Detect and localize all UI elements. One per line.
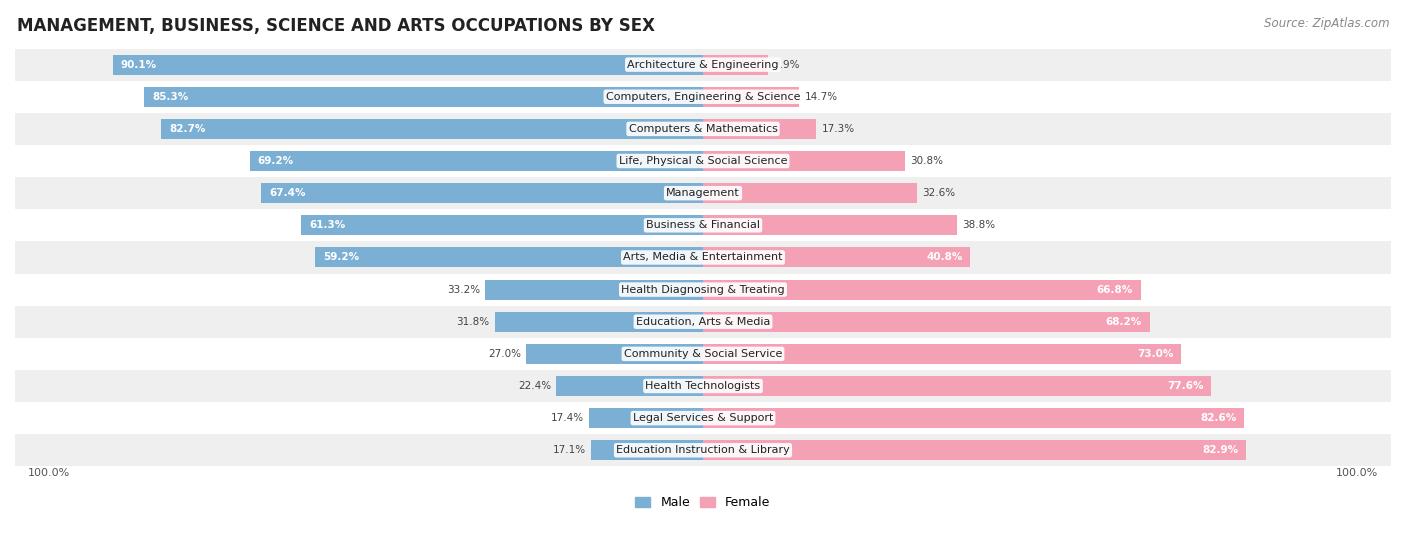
- Text: 17.4%: 17.4%: [551, 413, 583, 423]
- Legend: Male, Female: Male, Female: [630, 491, 776, 514]
- Text: 30.8%: 30.8%: [910, 156, 943, 166]
- Text: 27.0%: 27.0%: [488, 349, 520, 359]
- Bar: [703, 376, 1212, 396]
- Bar: [591, 440, 703, 460]
- Text: 73.0%: 73.0%: [1137, 349, 1174, 359]
- Text: 33.2%: 33.2%: [447, 285, 481, 295]
- Bar: [15, 113, 1391, 145]
- Bar: [526, 344, 703, 364]
- Text: Management: Management: [666, 188, 740, 198]
- Bar: [162, 119, 703, 139]
- Text: Health Diagnosing & Treating: Health Diagnosing & Treating: [621, 285, 785, 295]
- Text: 82.7%: 82.7%: [169, 124, 205, 134]
- Text: 9.9%: 9.9%: [773, 60, 800, 70]
- Text: 82.9%: 82.9%: [1202, 446, 1239, 455]
- Bar: [703, 183, 917, 203]
- Bar: [301, 215, 703, 235]
- Bar: [703, 280, 1140, 300]
- Text: Business & Financial: Business & Financial: [645, 220, 761, 230]
- Bar: [15, 241, 1391, 273]
- Text: 68.2%: 68.2%: [1105, 317, 1142, 326]
- Text: 69.2%: 69.2%: [257, 156, 294, 166]
- Bar: [703, 312, 1150, 331]
- Text: Source: ZipAtlas.com: Source: ZipAtlas.com: [1264, 17, 1389, 30]
- Bar: [15, 402, 1391, 434]
- Bar: [703, 151, 905, 171]
- Bar: [315, 248, 703, 267]
- Text: MANAGEMENT, BUSINESS, SCIENCE AND ARTS OCCUPATIONS BY SEX: MANAGEMENT, BUSINESS, SCIENCE AND ARTS O…: [17, 17, 655, 35]
- Bar: [15, 434, 1391, 466]
- Text: Architecture & Engineering: Architecture & Engineering: [627, 60, 779, 70]
- Bar: [703, 215, 957, 235]
- Text: Legal Services & Support: Legal Services & Support: [633, 413, 773, 423]
- Text: 67.4%: 67.4%: [269, 188, 305, 198]
- Bar: [15, 145, 1391, 177]
- Bar: [703, 55, 768, 74]
- Bar: [15, 273, 1391, 306]
- Bar: [112, 55, 703, 74]
- Text: Education, Arts & Media: Education, Arts & Media: [636, 317, 770, 326]
- Text: Health Technologists: Health Technologists: [645, 381, 761, 391]
- Text: 17.3%: 17.3%: [821, 124, 855, 134]
- Bar: [15, 209, 1391, 241]
- Text: Community & Social Service: Community & Social Service: [624, 349, 782, 359]
- Bar: [15, 177, 1391, 209]
- Bar: [703, 408, 1244, 428]
- Text: 32.6%: 32.6%: [922, 188, 955, 198]
- Bar: [143, 87, 703, 107]
- Text: Computers, Engineering & Science: Computers, Engineering & Science: [606, 92, 800, 102]
- Text: 82.6%: 82.6%: [1201, 413, 1236, 423]
- Bar: [703, 119, 817, 139]
- Text: 100.0%: 100.0%: [1336, 468, 1378, 478]
- Text: Life, Physical & Social Science: Life, Physical & Social Science: [619, 156, 787, 166]
- Text: 59.2%: 59.2%: [323, 253, 359, 262]
- Bar: [15, 80, 1391, 113]
- Bar: [250, 151, 703, 171]
- Text: Arts, Media & Entertainment: Arts, Media & Entertainment: [623, 253, 783, 262]
- Text: Computers & Mathematics: Computers & Mathematics: [628, 124, 778, 134]
- Text: 31.8%: 31.8%: [457, 317, 489, 326]
- Bar: [15, 306, 1391, 338]
- Bar: [703, 440, 1246, 460]
- Text: 100.0%: 100.0%: [28, 468, 70, 478]
- Text: 77.6%: 77.6%: [1167, 381, 1204, 391]
- Bar: [703, 87, 800, 107]
- Text: 66.8%: 66.8%: [1097, 285, 1133, 295]
- Text: 40.8%: 40.8%: [927, 253, 963, 262]
- Bar: [495, 312, 703, 331]
- Bar: [262, 183, 703, 203]
- Bar: [15, 370, 1391, 402]
- Text: 22.4%: 22.4%: [517, 381, 551, 391]
- Text: 38.8%: 38.8%: [963, 220, 995, 230]
- Bar: [485, 280, 703, 300]
- Bar: [557, 376, 703, 396]
- Bar: [15, 49, 1391, 80]
- Text: 61.3%: 61.3%: [309, 220, 346, 230]
- Bar: [589, 408, 703, 428]
- Bar: [703, 344, 1181, 364]
- Text: 14.7%: 14.7%: [804, 92, 838, 102]
- Bar: [703, 248, 970, 267]
- Text: 17.1%: 17.1%: [553, 446, 586, 455]
- Text: Education Instruction & Library: Education Instruction & Library: [616, 446, 790, 455]
- Text: 90.1%: 90.1%: [121, 60, 156, 70]
- Bar: [15, 338, 1391, 370]
- Text: 85.3%: 85.3%: [152, 92, 188, 102]
